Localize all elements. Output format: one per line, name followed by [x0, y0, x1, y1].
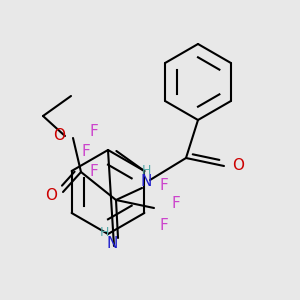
Text: H: H	[141, 164, 151, 176]
Text: N: N	[106, 236, 118, 251]
Text: F: F	[160, 218, 168, 233]
Text: O: O	[45, 188, 57, 203]
Text: O: O	[232, 158, 244, 173]
Text: F: F	[82, 143, 91, 158]
Text: H: H	[99, 226, 109, 238]
Text: F: F	[160, 178, 168, 194]
Text: F: F	[172, 196, 180, 211]
Text: F: F	[90, 164, 99, 178]
Text: O: O	[53, 128, 65, 143]
Text: N: N	[140, 175, 152, 190]
Text: F: F	[90, 124, 99, 139]
